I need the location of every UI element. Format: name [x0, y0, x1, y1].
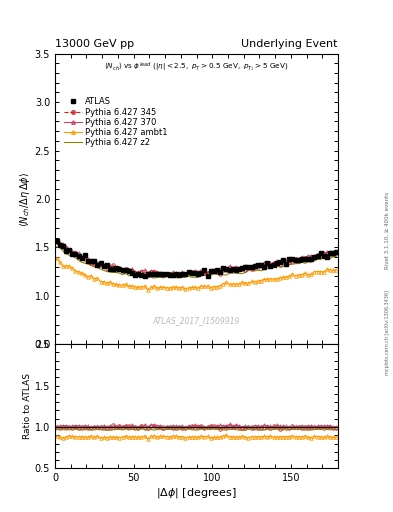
Pythia 6.427 345	[252, 264, 257, 270]
Pythia 6.427 z2	[92, 264, 97, 270]
Pythia 6.427 z2	[334, 253, 339, 260]
Y-axis label: Ratio to ATLAS: Ratio to ATLAS	[23, 373, 32, 439]
Pythia 6.427 ambt1	[92, 275, 97, 282]
Pythia 6.427 345	[334, 250, 339, 257]
Text: Rivet 3.1.10, ≥ 400k events: Rivet 3.1.10, ≥ 400k events	[385, 192, 389, 269]
Text: Underlying Event: Underlying Event	[241, 38, 338, 49]
Line: Pythia 6.427 ambt1: Pythia 6.427 ambt1	[55, 257, 338, 292]
Line: Pythia 6.427 z2: Pythia 6.427 z2	[57, 247, 336, 278]
Pythia 6.427 370	[92, 260, 97, 266]
Pythia 6.427 345	[325, 251, 329, 257]
Text: $\langle N_{ch}\rangle$ vs $\phi^{lead}$ ($|\eta| < 2.5,\ p_T > 0.5$ GeV$,\ p_{T: $\langle N_{ch}\rangle$ vs $\phi^{lead}$…	[104, 61, 289, 74]
Pythia 6.427 z2	[139, 273, 144, 279]
Pythia 6.427 345	[54, 239, 59, 245]
Pythia 6.427 ambt1	[296, 272, 301, 278]
Pythia 6.427 ambt1	[325, 266, 329, 272]
Pythia 6.427 ambt1	[54, 255, 59, 262]
Pythia 6.427 z2	[252, 268, 257, 274]
Pythia 6.427 370	[290, 258, 295, 264]
Pythia 6.427 370	[54, 238, 59, 244]
X-axis label: $|\Delta\phi|$ [degrees]: $|\Delta\phi|$ [degrees]	[156, 486, 237, 500]
Text: ATLAS_2017_I1509919: ATLAS_2017_I1509919	[153, 316, 240, 325]
Pythia 6.427 ambt1	[334, 266, 339, 272]
Line: Pythia 6.427 345: Pythia 6.427 345	[55, 241, 338, 277]
Text: 13000 GeV pp: 13000 GeV pp	[55, 38, 134, 49]
Pythia 6.427 z2	[296, 261, 301, 267]
Pythia 6.427 ambt1	[252, 279, 257, 285]
Pythia 6.427 370	[139, 268, 144, 274]
Pythia 6.427 ambt1	[145, 287, 150, 293]
Text: mcplots.cern.ch [arXiv:1306.3436]: mcplots.cern.ch [arXiv:1306.3436]	[385, 290, 389, 375]
Pythia 6.427 345	[296, 257, 301, 263]
Pythia 6.427 ambt1	[139, 284, 144, 290]
Pythia 6.427 345	[290, 257, 295, 263]
Pythia 6.427 370	[334, 248, 339, 254]
Pythia 6.427 345	[139, 269, 144, 275]
Pythia 6.427 z2	[54, 244, 59, 250]
Line: Pythia 6.427 370: Pythia 6.427 370	[55, 240, 338, 276]
Pythia 6.427 370	[296, 256, 301, 262]
Pythia 6.427 z2	[290, 261, 295, 267]
Pythia 6.427 345	[171, 272, 175, 279]
Legend: ATLAS, Pythia 6.427 345, Pythia 6.427 370, Pythia 6.427 ambt1, Pythia 6.427 z2: ATLAS, Pythia 6.427 345, Pythia 6.427 37…	[62, 96, 169, 149]
Pythia 6.427 370	[325, 249, 329, 255]
Pythia 6.427 z2	[325, 255, 329, 261]
Pythia 6.427 z2	[152, 275, 156, 281]
Pythia 6.427 370	[161, 272, 166, 278]
Pythia 6.427 345	[92, 260, 97, 266]
Pythia 6.427 ambt1	[290, 271, 295, 278]
Y-axis label: $\langle N_{ch}/ \Delta\eta\, \Delta\phi \rangle$: $\langle N_{ch}/ \Delta\eta\, \Delta\phi…	[18, 172, 32, 226]
Pythia 6.427 370	[252, 262, 257, 268]
